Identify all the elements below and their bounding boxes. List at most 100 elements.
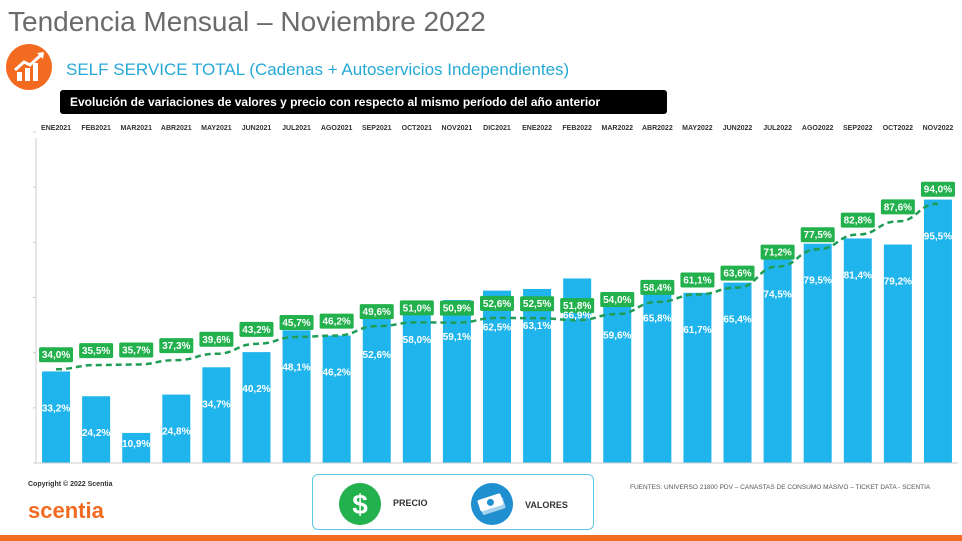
valores-bar: [122, 432, 151, 463]
precio-label-text: 87,6%: [884, 202, 912, 213]
precio-label-text: 49,6%: [363, 307, 391, 318]
precio-data-label: 77,5%: [800, 227, 835, 243]
valores-bar: [282, 330, 311, 463]
precio-label-box: [159, 338, 194, 354]
valores-bar: [683, 292, 712, 463]
valores-bar: [362, 317, 391, 463]
x-tick-label: NOV2021: [442, 125, 473, 132]
precio-data-label: 51,0%: [399, 300, 434, 316]
precio-data-label: 45,7%: [279, 314, 314, 330]
valores-bar: [923, 199, 952, 463]
precio-data-label: 52,6%: [480, 295, 514, 311]
valores-bar: [523, 288, 552, 463]
precio-label-text: 94,0%: [924, 185, 952, 196]
x-tick-label: JUN2021: [242, 125, 272, 132]
x-tick-label: ENE2021: [41, 125, 71, 132]
precio-label-box: [880, 199, 915, 215]
precio-label-text: 63,6%: [723, 269, 751, 280]
x-tick-label: NOV2022: [923, 125, 954, 132]
precio-label-box: [399, 300, 434, 316]
precio-label-text: 71,2%: [763, 248, 791, 259]
valores-bar: [322, 335, 351, 463]
valores-bar: [843, 238, 872, 463]
valores-bar: [242, 352, 271, 463]
valores-bar: [483, 290, 511, 463]
legend-precio-label: PRECIO: [393, 498, 428, 508]
valores-data-label: 95,5%: [924, 232, 952, 243]
valores-data-label: 61,7%: [683, 325, 711, 336]
precio-label-text: 52,6%: [483, 299, 511, 310]
valores-data-label: 33,2%: [42, 403, 70, 414]
precio-data-label: 43,2%: [239, 321, 274, 337]
precio-label-box: [279, 314, 314, 330]
x-tick-label: FEB2021: [81, 125, 111, 132]
precio-label-box: [439, 300, 474, 316]
precio-data-label: 35,7%: [119, 342, 154, 358]
precio-data-label: 61,1%: [680, 272, 715, 288]
chart-subtitle: SELF SERVICE TOTAL (Cadenas + Autoservic…: [66, 60, 570, 79]
x-tick-label: MAY2021: [201, 125, 232, 132]
x-tick-label: ENE2022: [522, 125, 552, 132]
dollar-icon: $: [339, 483, 381, 525]
valores-bar: [723, 282, 752, 463]
valores-data-label: 24,8%: [162, 427, 190, 438]
precio-data-label: 63,6%: [720, 265, 755, 281]
valores-bar: [42, 371, 71, 463]
precio-label-box: [239, 321, 274, 337]
precio-data-label: 51,8%: [560, 298, 595, 314]
copyright: Copyright © 2022 Scentia: [28, 481, 113, 488]
precio-label-box: [760, 244, 795, 260]
valores-data-label: 48,1%: [282, 362, 310, 373]
x-tick-label: MAR2022: [602, 125, 634, 132]
page-title: Tendencia Mensual – Noviembre 2022: [8, 6, 486, 37]
x-tick-label: ABR2022: [642, 125, 673, 132]
x-tick-label: OCT2022: [883, 125, 913, 132]
precio-label-box: [119, 342, 154, 358]
valores-data-label: 40,2%: [242, 384, 270, 395]
valores-bar: [603, 298, 632, 463]
x-tick-label: SEP2021: [362, 125, 392, 132]
x-tick-label: ABR2021: [161, 125, 192, 132]
valores-data-label: 10,9%: [122, 439, 150, 450]
valores-bar: [763, 257, 792, 463]
valores-bar: [803, 243, 832, 463]
valores-data-label: 58,0%: [403, 335, 431, 346]
precio-label-box: [520, 296, 555, 312]
precio-label-box: [640, 279, 675, 295]
valores-data-label: 24,2%: [82, 428, 110, 439]
monthly-trend-chart: ENE2021 FEB2021 MAR2021 ABR2021 MAY2021 JUN20…: [33, 125, 958, 464]
precio-data-label: 82,8%: [840, 212, 875, 228]
money-bill-icon: [471, 483, 513, 525]
precio-data-label: 54,0%: [600, 292, 635, 308]
chart-growth-icon: [6, 44, 52, 90]
valores-bar: [162, 394, 191, 463]
valores-bar: [402, 303, 431, 463]
precio-data-label: 87,6%: [880, 199, 915, 215]
brand-logo: scentia: [28, 498, 104, 523]
x-tick-label: JUL2022: [763, 125, 792, 132]
precio-label-box: [560, 298, 595, 314]
valores-bar: [643, 281, 672, 463]
precio-data-label: 49,6%: [359, 304, 394, 320]
precio-data-label: 37,3%: [159, 338, 194, 354]
precio-label-text: 51,0%: [403, 303, 431, 314]
valores-bar: [202, 367, 231, 463]
precio-label-box: [840, 212, 875, 228]
precio-label-text: 46,2%: [322, 317, 350, 328]
precio-line: [56, 202, 939, 371]
precio-label-text: 77,5%: [804, 230, 832, 241]
valores-bar: [442, 299, 471, 463]
precio-label-box: [480, 295, 514, 311]
valores-data-label: 46,2%: [322, 368, 350, 379]
precio-label-text: 61,1%: [683, 275, 711, 286]
precio-label-text: 43,2%: [242, 325, 270, 336]
valores-data-label: 81,4%: [844, 270, 872, 281]
valores-data-label: 34,7%: [202, 399, 230, 410]
x-tick-label: SEP2022: [843, 125, 873, 132]
valores-data-label: 79,2%: [884, 277, 912, 288]
precio-data-label: 39,6%: [199, 331, 234, 347]
x-tick-label: AGO2022: [802, 125, 834, 132]
valores-data-label: 59,6%: [603, 331, 631, 342]
valores-data-label: 74,5%: [763, 290, 791, 301]
precio-label-box: [920, 181, 955, 197]
